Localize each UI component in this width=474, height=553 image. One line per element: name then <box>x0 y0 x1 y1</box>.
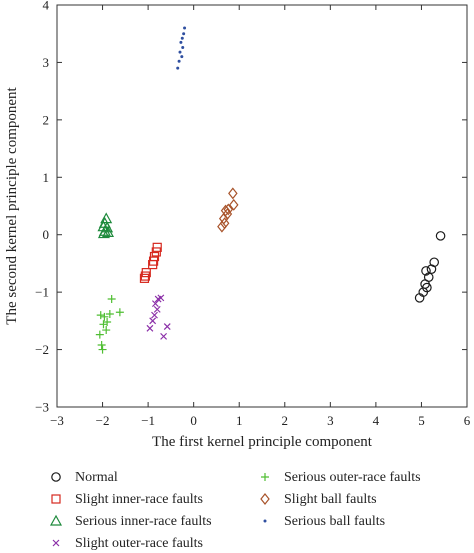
y-tick-label: 0 <box>43 227 50 242</box>
data-point <box>180 55 184 59</box>
legend-item: Serious outer-race faults <box>261 470 421 485</box>
data-point <box>102 326 111 335</box>
y-axis-title: The second kernel principle component <box>4 86 20 324</box>
y-tick-label: 4 <box>43 0 50 13</box>
y-tick-label: −3 <box>35 400 49 415</box>
data-point <box>183 26 187 30</box>
x-tick-label: −1 <box>141 413 155 428</box>
data-point <box>153 305 161 313</box>
data-point <box>140 271 150 281</box>
x-tick-label: 1 <box>236 413 243 428</box>
series-slight-inner-race-faults <box>139 242 162 283</box>
y-tick-label: 1 <box>43 170 50 185</box>
data-point <box>163 323 171 331</box>
series-slight-outer-race-faults <box>146 294 171 340</box>
data-point <box>160 332 168 340</box>
legend-label: Slight inner-race faults <box>75 492 203 507</box>
data-points <box>95 26 446 354</box>
data-point <box>181 45 185 49</box>
legend-item: Serious inner-race faults <box>49 514 212 529</box>
data-point <box>217 220 227 233</box>
data-point <box>180 36 184 40</box>
series-serious-outer-race-faults <box>95 295 124 354</box>
data-point <box>228 198 239 211</box>
x-tick-label: 3 <box>327 413 334 428</box>
x-tick-label: 6 <box>464 413 471 428</box>
data-point <box>100 212 113 224</box>
series-serious-inner-race-faults <box>97 212 115 239</box>
legend-label: Serious outer-race faults <box>284 470 421 485</box>
y-tick-label: −2 <box>35 342 49 357</box>
legend-label: Slight ball faults <box>284 492 377 507</box>
y-tick-label: 3 <box>43 55 50 70</box>
data-point <box>426 264 437 274</box>
legend-item: Serious ball faults <box>263 514 385 529</box>
data-point <box>435 231 446 241</box>
data-point <box>96 311 105 320</box>
series-normal <box>414 231 446 303</box>
x-tick-label: 0 <box>190 413 197 428</box>
data-point <box>151 300 159 308</box>
series-slight-ball-faults <box>217 187 239 233</box>
legend-item: Normal <box>51 470 118 485</box>
legend-label: Serious inner-race faults <box>75 514 212 529</box>
legend-marker <box>260 493 270 505</box>
data-point <box>178 50 182 54</box>
data-point <box>414 293 425 303</box>
legend-marker <box>51 494 61 504</box>
legend-label: Normal <box>75 470 118 485</box>
plot-area <box>56 4 468 408</box>
series-serious-ball-faults <box>176 26 187 70</box>
data-point <box>148 259 158 270</box>
x-tick-label: 2 <box>282 413 289 428</box>
data-point <box>99 320 108 329</box>
data-point <box>223 203 234 216</box>
data-point <box>98 345 107 354</box>
data-point <box>97 220 110 232</box>
data-point <box>154 295 162 303</box>
data-point <box>107 295 116 304</box>
y-tick-label: −1 <box>35 285 49 300</box>
legend: Normal Slight inner-race faults Serious in… <box>49 470 421 551</box>
data-point <box>105 309 114 318</box>
data-point <box>97 340 106 349</box>
axis-ticks: −3 −2 −1 0 1 2 3 4 5 6 −3 −2 −1 0 1 2 3 4 <box>35 0 471 428</box>
legend-item: Slight ball faults <box>260 492 377 507</box>
legend-item: Slight outer-race faults <box>52 536 203 551</box>
legend-label: Serious ball faults <box>284 514 385 529</box>
data-point <box>139 273 150 283</box>
legend-marker <box>51 472 61 482</box>
data-point <box>421 266 431 276</box>
legend-item: Slight inner-race faults <box>51 492 203 507</box>
data-point <box>151 311 158 319</box>
data-point <box>146 324 154 332</box>
x-tick-label: −2 <box>96 413 110 428</box>
x-tick-label: −3 <box>50 413 64 428</box>
y-tick-label: 2 <box>43 112 50 127</box>
data-point <box>149 317 157 325</box>
data-point <box>97 227 110 239</box>
data-point <box>179 40 183 44</box>
legend-marker <box>49 514 63 526</box>
legend-marker <box>263 519 267 523</box>
x-tick-label: 5 <box>418 413 425 428</box>
legend-marker <box>52 539 60 547</box>
x-axis-title: The first kernel principle component <box>152 434 373 450</box>
data-point <box>182 32 186 36</box>
legend-marker <box>261 473 269 481</box>
legend-label: Slight outer-race faults <box>75 536 203 551</box>
x-tick-label: 4 <box>373 413 380 428</box>
data-point <box>177 59 181 63</box>
data-point <box>95 330 104 339</box>
data-point <box>115 308 124 317</box>
data-point <box>228 187 238 200</box>
data-point <box>176 66 180 70</box>
data-point <box>100 312 109 321</box>
